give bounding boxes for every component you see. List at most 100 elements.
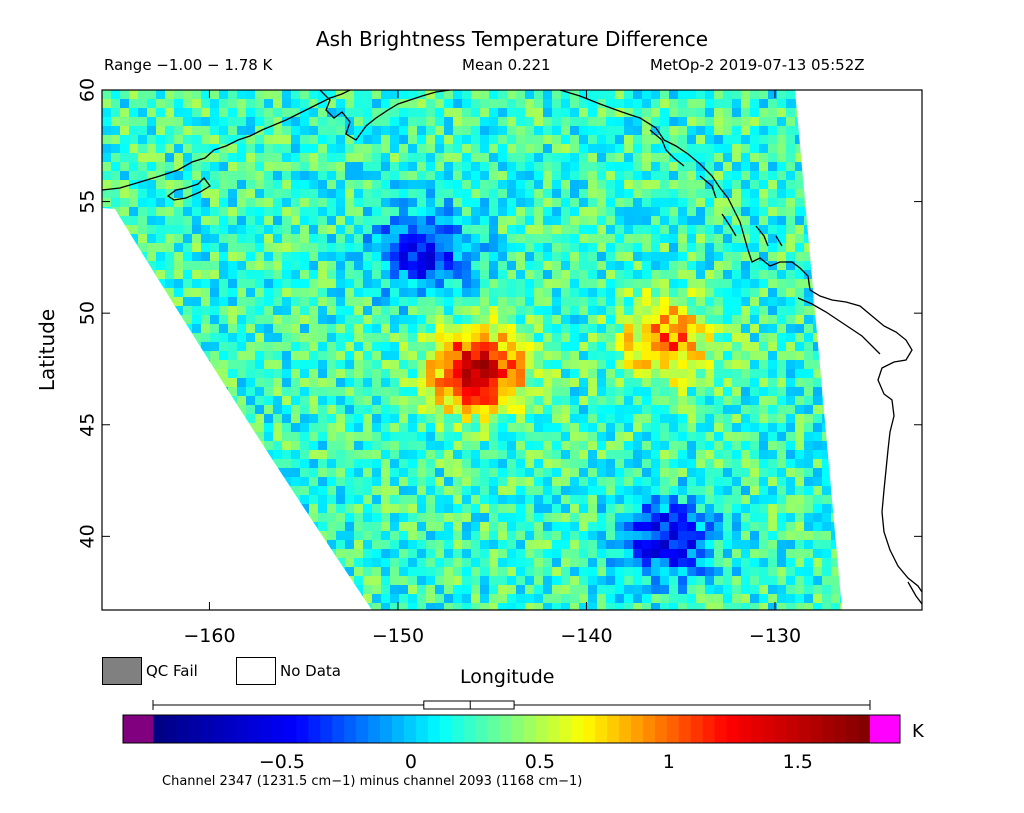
- swath-pixel: [642, 306, 652, 316]
- swath-pixel: [525, 342, 535, 352]
- swath-pixel: [714, 297, 724, 307]
- swath-pixel: [471, 459, 481, 469]
- swath-pixel: [597, 171, 607, 181]
- swath-pixel: [201, 252, 211, 262]
- swath-pixel: [669, 144, 679, 154]
- swath-pixel: [318, 198, 328, 208]
- swath-pixel: [687, 198, 697, 208]
- swath-pixel: [246, 126, 256, 136]
- swath-pixel: [606, 540, 616, 550]
- swath-pixel: [750, 315, 760, 325]
- swath-pixel: [660, 585, 670, 595]
- swath-pixel: [705, 486, 715, 496]
- swath-pixel: [615, 441, 625, 451]
- swath-pixel: [723, 603, 733, 610]
- swath-pixel: [165, 135, 175, 145]
- swath-pixel: [633, 324, 643, 334]
- swath-pixel: [300, 504, 310, 514]
- swath-pixel: [237, 360, 247, 370]
- swath-pixel: [714, 252, 724, 262]
- swath-pixel: [507, 252, 517, 262]
- swath-pixel: [777, 189, 787, 199]
- swath-pixel: [300, 288, 310, 298]
- swath-pixel: [561, 603, 571, 610]
- swath-pixel: [642, 459, 652, 469]
- swath-pixel: [417, 585, 427, 595]
- swath-pixel: [264, 144, 274, 154]
- swath-pixel: [795, 279, 805, 289]
- swath-pixel: [561, 513, 571, 523]
- swath-pixel: [309, 513, 319, 523]
- swath-pixel: [381, 396, 391, 406]
- swath-pixel: [597, 378, 607, 388]
- swath-pixel: [435, 90, 445, 100]
- swath-pixel: [489, 423, 499, 433]
- swath-pixel: [669, 315, 679, 325]
- colorbar-step: [272, 715, 286, 743]
- swath-pixel: [813, 423, 823, 433]
- swath-pixel: [696, 108, 706, 118]
- swath-pixel: [570, 540, 580, 550]
- swath-pixel: [606, 351, 616, 361]
- swath-pixel: [300, 306, 310, 316]
- swath-pixel: [687, 486, 697, 496]
- swath-pixel: [615, 495, 625, 505]
- swath-pixel: [570, 324, 580, 334]
- swath-pixel: [471, 180, 481, 190]
- swath-pixel: [336, 270, 346, 280]
- swath-pixel: [543, 522, 553, 532]
- swath-pixel: [741, 162, 751, 172]
- swath-pixel: [408, 333, 418, 343]
- swath-pixel: [228, 144, 238, 154]
- swath-pixel: [732, 459, 742, 469]
- swath-pixel: [435, 459, 445, 469]
- swath-pixel: [570, 306, 580, 316]
- swath-pixel: [642, 288, 652, 298]
- swath-pixel: [669, 486, 679, 496]
- swath-pixel: [525, 369, 535, 379]
- swath-pixel: [354, 567, 364, 577]
- swath-pixel: [606, 567, 616, 577]
- swath-pixel: [318, 324, 328, 334]
- swath-pixel: [462, 594, 472, 604]
- swath-pixel: [579, 333, 589, 343]
- swath-pixel: [372, 441, 382, 451]
- swath-pixel: [804, 603, 814, 610]
- swath-pixel: [516, 234, 526, 244]
- swath-pixel: [777, 153, 787, 163]
- swath-pixel: [723, 126, 733, 136]
- swath-pixel: [633, 531, 643, 541]
- swath-pixel: [246, 288, 256, 298]
- swath-pixel: [741, 495, 751, 505]
- swath-pixel: [777, 360, 787, 370]
- swath-pixel: [714, 270, 724, 280]
- swath-pixel: [381, 198, 391, 208]
- swath-pixel: [669, 198, 679, 208]
- swath-pixel: [759, 144, 769, 154]
- swath-pixel: [795, 288, 805, 298]
- swath-pixel: [714, 198, 724, 208]
- swath-pixel: [795, 369, 805, 379]
- swath-pixel: [399, 549, 409, 559]
- swath-pixel: [786, 495, 796, 505]
- swath-pixel: [372, 378, 382, 388]
- swath-pixel: [444, 108, 454, 118]
- swath-pixel: [435, 414, 445, 424]
- swath-pixel: [759, 450, 769, 460]
- swath-pixel: [723, 171, 733, 181]
- swath-pixel: [345, 216, 355, 226]
- swath-pixel: [489, 189, 499, 199]
- swath-pixel: [408, 585, 418, 595]
- swath-pixel: [291, 369, 301, 379]
- swath-pixel: [705, 171, 715, 181]
- swath-pixel: [552, 585, 562, 595]
- swath-pixel: [453, 243, 463, 253]
- swath-pixel: [399, 108, 409, 118]
- swath-pixel: [615, 468, 625, 478]
- swath-pixel: [579, 603, 589, 610]
- swath-pixel: [804, 396, 814, 406]
- swath-pixel: [615, 306, 625, 316]
- swath-pixel: [750, 540, 760, 550]
- swath-pixel: [390, 225, 400, 235]
- swath-pixel: [354, 126, 364, 136]
